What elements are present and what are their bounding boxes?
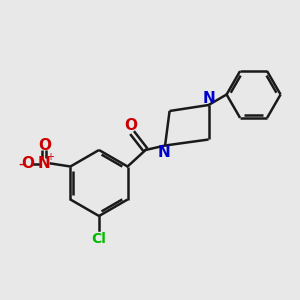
Text: N: N xyxy=(203,91,216,106)
Text: N: N xyxy=(158,145,171,160)
Text: -: - xyxy=(18,154,24,172)
Text: O: O xyxy=(38,138,51,153)
Text: O: O xyxy=(21,156,34,171)
Text: Cl: Cl xyxy=(92,232,106,246)
Text: +: + xyxy=(46,152,54,162)
Text: N: N xyxy=(38,156,51,171)
Text: O: O xyxy=(124,118,137,134)
